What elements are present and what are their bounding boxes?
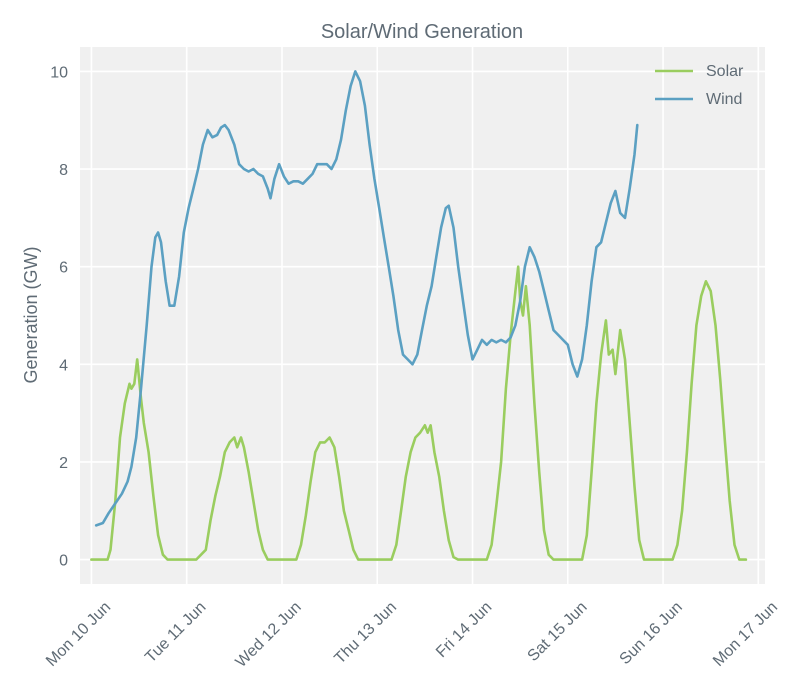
y-axis-label: Generation (GW) [21, 246, 41, 383]
series-line-wind [94, 70, 639, 527]
x-tick-label-5: Sat 15 Jun [525, 599, 591, 665]
x-tick-label-0: Mon 10 Jun [43, 599, 114, 670]
x-tick-label-7: Mon 17 Jun [710, 599, 781, 670]
legend-label-solar: Solar [706, 63, 744, 80]
x-tick-label-1: Tue 11 Jun [142, 599, 209, 666]
chart-title: Solar/Wind Generation [321, 21, 523, 43]
x-tick-label-2: Wed 12 Jun [233, 599, 305, 671]
y-axis-ticks: 0 2 4 6 8 10 [50, 64, 68, 569]
x-tick-label-3: Thu 13 Jun [331, 599, 400, 668]
series-lines [90, 70, 748, 561]
y-tick-label-0: 0 [59, 553, 68, 570]
x-axis-ticks: Mon 10 Jun Tue 11 Jun Wed 12 Jun Thu 13 Jun… [43, 599, 781, 671]
series-line-solar [90, 265, 748, 561]
x-tick-label-6: Sun 16 Jun [617, 599, 686, 668]
legend-label-wind: Wind [706, 91, 742, 108]
y-tick-label-5: 10 [50, 64, 68, 81]
y-tick-label-1: 2 [59, 455, 68, 472]
plot-background [80, 47, 765, 584]
y-tick-label-2: 4 [59, 357, 68, 374]
x-tick-label-4: Fri 14 Jun [433, 599, 495, 661]
y-tick-label-3: 6 [59, 260, 68, 277]
y-tick-label-4: 8 [59, 162, 68, 179]
legend: Solar Wind [655, 63, 744, 108]
grid [80, 47, 765, 584]
